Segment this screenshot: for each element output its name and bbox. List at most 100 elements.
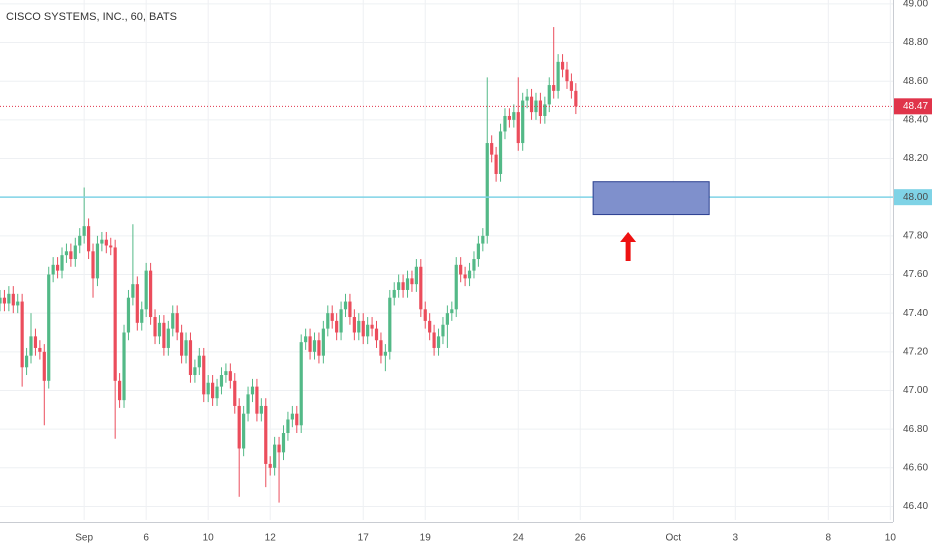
y-tick-label: 46.80 xyxy=(903,424,928,435)
x-tick-label: 6 xyxy=(143,533,149,544)
candle-body xyxy=(476,243,480,260)
candle-body xyxy=(423,309,427,321)
candle-body xyxy=(86,226,91,252)
level-label-box xyxy=(894,189,932,206)
candle-body xyxy=(521,100,525,144)
candle-body xyxy=(312,340,317,352)
candle-body xyxy=(24,355,29,368)
candle-body xyxy=(202,355,206,395)
candle-body xyxy=(503,115,507,132)
candle-body xyxy=(560,61,565,70)
y-tick-label: 47.00 xyxy=(903,385,928,396)
candle-body xyxy=(47,274,51,381)
candle-body xyxy=(233,380,237,406)
candle-body xyxy=(73,245,77,260)
candle-body xyxy=(211,382,215,399)
candle-body xyxy=(343,301,348,310)
candle-body xyxy=(498,131,503,174)
candle-body xyxy=(490,143,494,155)
candle-body xyxy=(397,282,401,290)
x-tick-label: Oct xyxy=(666,533,682,544)
zone-rectangle xyxy=(592,181,710,216)
candle-body xyxy=(2,297,7,304)
candle-body xyxy=(224,371,228,376)
candle-body xyxy=(485,143,489,236)
candle-body xyxy=(215,386,219,399)
candle-body xyxy=(122,332,126,401)
candle-body xyxy=(113,247,117,381)
candle-body xyxy=(104,239,108,246)
up-arrow xyxy=(620,231,637,261)
candle-body xyxy=(299,342,303,426)
candle-body xyxy=(144,270,148,310)
candle-body xyxy=(7,293,11,304)
candle-body xyxy=(525,96,529,101)
candle-body xyxy=(304,336,308,343)
candle-body xyxy=(516,112,520,144)
candle-body xyxy=(228,371,232,381)
candle-body xyxy=(534,100,538,113)
candle-body xyxy=(273,444,277,468)
candle-body xyxy=(543,104,547,116)
x-tick-label: 19 xyxy=(420,533,432,544)
candle-body xyxy=(246,394,250,414)
candle-body xyxy=(11,293,15,306)
candle-body xyxy=(91,251,95,279)
candle-body xyxy=(379,340,383,356)
candle-body xyxy=(529,96,534,113)
x-tick-label: 8 xyxy=(826,533,832,544)
x-tick-label: 24 xyxy=(513,533,525,544)
candle-body xyxy=(436,336,441,348)
candle-body xyxy=(100,239,104,244)
x-tick-label: 10 xyxy=(203,533,215,544)
candle-body xyxy=(250,386,255,395)
candle-body xyxy=(370,324,374,329)
grid xyxy=(0,0,893,520)
y-tick-label: 46.60 xyxy=(903,462,928,473)
candle-body xyxy=(131,284,135,298)
candle-body xyxy=(78,235,82,246)
candle-body xyxy=(0,297,2,304)
candle-body xyxy=(366,324,370,337)
candle-body xyxy=(197,355,201,368)
candle-body xyxy=(286,419,290,434)
x-tick-label: 3 xyxy=(733,533,739,544)
x-tick-label: 12 xyxy=(265,533,277,544)
last-price-box xyxy=(894,98,932,115)
candle-body xyxy=(290,413,294,420)
candle-body xyxy=(166,328,170,348)
candle-body xyxy=(374,328,379,341)
candle-body xyxy=(69,251,73,260)
candle-body xyxy=(454,264,458,310)
x-tick-label: 26 xyxy=(575,533,587,544)
candle-body xyxy=(42,351,46,381)
candle-body xyxy=(321,328,325,356)
candle-body xyxy=(538,100,543,116)
candle-body xyxy=(16,301,20,306)
candle-body xyxy=(547,85,551,105)
candle-body xyxy=(463,274,467,279)
y-tick-label: 47.60 xyxy=(903,269,928,280)
candle-body xyxy=(38,347,42,352)
y-tick-label: 47.40 xyxy=(903,308,928,319)
candle-body xyxy=(140,309,144,323)
candle-body xyxy=(51,264,55,275)
candle-body xyxy=(361,320,365,337)
candle-body xyxy=(126,297,131,333)
candle-body xyxy=(317,340,321,356)
candle-body xyxy=(162,322,166,348)
y-tick-label: 48.40 xyxy=(903,114,928,125)
candle-body xyxy=(552,85,556,91)
candle-body xyxy=(149,270,153,318)
candle-body xyxy=(574,90,578,107)
candle-body xyxy=(60,255,64,271)
x-tick-label: 10 xyxy=(885,533,897,544)
candle-body xyxy=(467,270,472,279)
candle-body xyxy=(184,340,188,356)
candle-body xyxy=(237,405,241,449)
candle-body xyxy=(472,259,476,271)
candle-body xyxy=(64,251,69,256)
candle-body xyxy=(29,336,33,356)
candle-body xyxy=(565,69,569,82)
